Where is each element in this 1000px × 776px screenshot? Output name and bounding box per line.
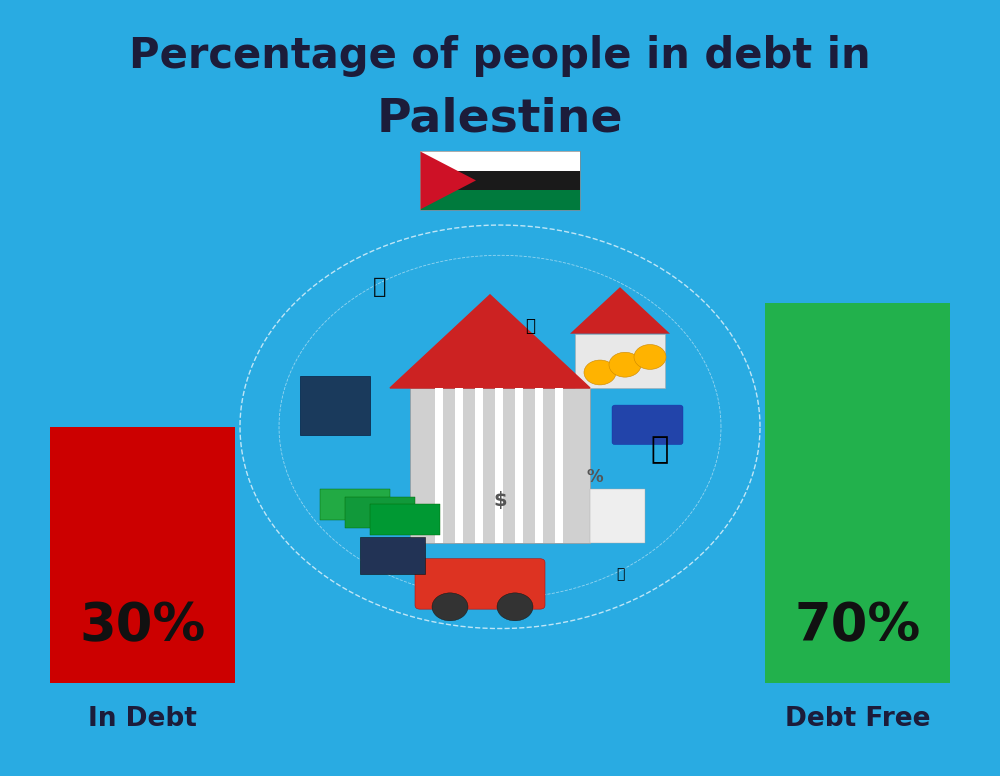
FancyBboxPatch shape <box>765 303 950 683</box>
FancyBboxPatch shape <box>612 405 683 445</box>
FancyBboxPatch shape <box>360 537 425 574</box>
FancyBboxPatch shape <box>455 388 463 543</box>
Text: 🎓: 🎓 <box>651 435 669 465</box>
Polygon shape <box>570 287 670 334</box>
Polygon shape <box>420 151 476 210</box>
Polygon shape <box>390 295 590 388</box>
FancyBboxPatch shape <box>515 388 523 543</box>
FancyBboxPatch shape <box>370 504 440 535</box>
Text: 30%: 30% <box>79 600 206 652</box>
FancyBboxPatch shape <box>415 559 545 609</box>
Text: Percentage of people in debt in: Percentage of people in debt in <box>129 35 871 77</box>
FancyBboxPatch shape <box>475 388 483 543</box>
Text: 🔒: 🔒 <box>616 567 624 581</box>
FancyBboxPatch shape <box>420 190 580 210</box>
Text: 🦅: 🦅 <box>373 277 387 297</box>
Text: In Debt: In Debt <box>88 706 197 733</box>
Circle shape <box>432 593 468 621</box>
Text: $: $ <box>493 491 507 510</box>
FancyBboxPatch shape <box>535 388 543 543</box>
FancyBboxPatch shape <box>50 427 235 683</box>
FancyBboxPatch shape <box>495 388 503 543</box>
Text: 70%: 70% <box>794 600 921 652</box>
FancyBboxPatch shape <box>345 497 415 528</box>
Circle shape <box>634 345 666 369</box>
FancyBboxPatch shape <box>575 334 665 388</box>
FancyBboxPatch shape <box>410 388 590 543</box>
Circle shape <box>609 352 641 377</box>
FancyBboxPatch shape <box>320 489 390 520</box>
FancyBboxPatch shape <box>420 151 580 171</box>
FancyBboxPatch shape <box>435 388 443 543</box>
Circle shape <box>584 360 616 385</box>
FancyBboxPatch shape <box>420 171 580 190</box>
FancyBboxPatch shape <box>555 388 563 543</box>
Text: Palestine: Palestine <box>377 97 623 142</box>
Text: %: % <box>587 468 603 487</box>
Text: 🔑: 🔑 <box>525 317 535 335</box>
Circle shape <box>497 593 533 621</box>
FancyBboxPatch shape <box>300 376 370 435</box>
Text: Debt Free: Debt Free <box>785 706 930 733</box>
FancyBboxPatch shape <box>590 489 645 543</box>
